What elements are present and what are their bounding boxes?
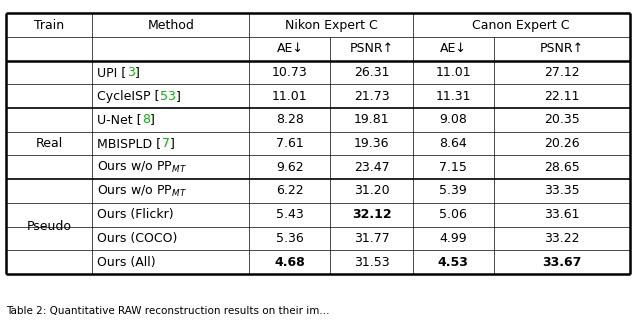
Text: 33.61: 33.61: [544, 208, 579, 221]
Text: Table 2: Quantitative RAW reconstruction results on their im...: Table 2: Quantitative RAW reconstruction…: [6, 306, 330, 316]
Text: 21.73: 21.73: [354, 90, 389, 103]
Text: 31.53: 31.53: [354, 256, 389, 269]
Text: AE↓: AE↓: [440, 42, 467, 55]
Text: 5.36: 5.36: [276, 232, 304, 245]
Text: AE↓: AE↓: [277, 42, 303, 55]
Text: 3: 3: [127, 66, 135, 79]
Text: 7.15: 7.15: [439, 161, 467, 174]
Text: 26.31: 26.31: [354, 66, 389, 79]
Text: 11.01: 11.01: [272, 90, 308, 103]
Text: Nikon Expert C: Nikon Expert C: [285, 19, 377, 32]
Text: Canon Expert C: Canon Expert C: [473, 19, 570, 32]
Text: 53: 53: [160, 90, 176, 103]
Text: 4.99: 4.99: [439, 232, 467, 245]
Text: 9.08: 9.08: [439, 114, 467, 127]
Text: 7.61: 7.61: [276, 137, 304, 150]
Text: Train: Train: [34, 19, 64, 32]
Text: 33.35: 33.35: [544, 184, 579, 197]
Text: Ours w/o PP$_{\mathit{MT}}$: Ours w/o PP$_{\mathit{MT}}$: [97, 183, 188, 198]
Text: ]: ]: [176, 90, 181, 103]
Text: 31.77: 31.77: [354, 232, 389, 245]
Text: 32.12: 32.12: [352, 208, 391, 221]
Text: 5.39: 5.39: [439, 184, 467, 197]
Text: 11.01: 11.01: [436, 66, 471, 79]
Text: UPI [: UPI [: [97, 66, 127, 79]
Text: 27.12: 27.12: [544, 66, 579, 79]
Text: 8: 8: [142, 114, 150, 127]
Text: 11.31: 11.31: [436, 90, 471, 103]
Text: 22.11: 22.11: [544, 90, 579, 103]
Text: Ours (Flickr): Ours (Flickr): [97, 208, 174, 221]
Text: 20.35: 20.35: [544, 114, 579, 127]
Text: PSNR↑: PSNR↑: [539, 42, 584, 55]
Text: 31.20: 31.20: [354, 184, 389, 197]
Text: U-Net [: U-Net [: [97, 114, 142, 127]
Text: 19.36: 19.36: [354, 137, 389, 150]
Text: 23.47: 23.47: [354, 161, 389, 174]
Text: Ours (All): Ours (All): [97, 256, 156, 269]
Text: 10.73: 10.73: [272, 66, 308, 79]
Text: 4.68: 4.68: [275, 256, 305, 269]
Text: 9.62: 9.62: [276, 161, 304, 174]
Text: 8.28: 8.28: [276, 114, 304, 127]
Text: 33.67: 33.67: [542, 256, 581, 269]
Text: Method: Method: [148, 19, 195, 32]
Text: 5.06: 5.06: [439, 208, 467, 221]
Text: CycleISP [: CycleISP [: [97, 90, 160, 103]
Text: 5.43: 5.43: [276, 208, 304, 221]
Text: Ours w/o PP$_{\mathit{MT}}$: Ours w/o PP$_{\mathit{MT}}$: [97, 160, 188, 175]
Text: ]: ]: [135, 66, 139, 79]
Text: 4.53: 4.53: [438, 256, 469, 269]
Text: ]: ]: [170, 137, 174, 150]
Text: 6.22: 6.22: [276, 184, 304, 197]
Text: 20.26: 20.26: [544, 137, 579, 150]
Text: ]: ]: [150, 114, 155, 127]
Text: PSNR↑: PSNR↑: [350, 42, 394, 55]
Text: MBISPLD [: MBISPLD [: [97, 137, 162, 150]
Text: Pseudo: Pseudo: [27, 220, 72, 233]
Text: Ours (COCO): Ours (COCO): [97, 232, 178, 245]
Text: 7: 7: [162, 137, 170, 150]
Text: Real: Real: [36, 137, 63, 150]
Text: 33.22: 33.22: [544, 232, 579, 245]
Text: 19.81: 19.81: [354, 114, 389, 127]
Text: 8.64: 8.64: [439, 137, 467, 150]
Text: 28.65: 28.65: [544, 161, 579, 174]
